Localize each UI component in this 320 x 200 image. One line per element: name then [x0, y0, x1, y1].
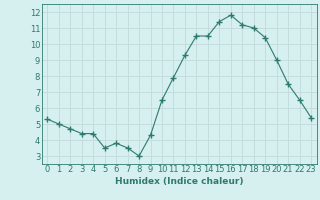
- X-axis label: Humidex (Indice chaleur): Humidex (Indice chaleur): [115, 177, 244, 186]
